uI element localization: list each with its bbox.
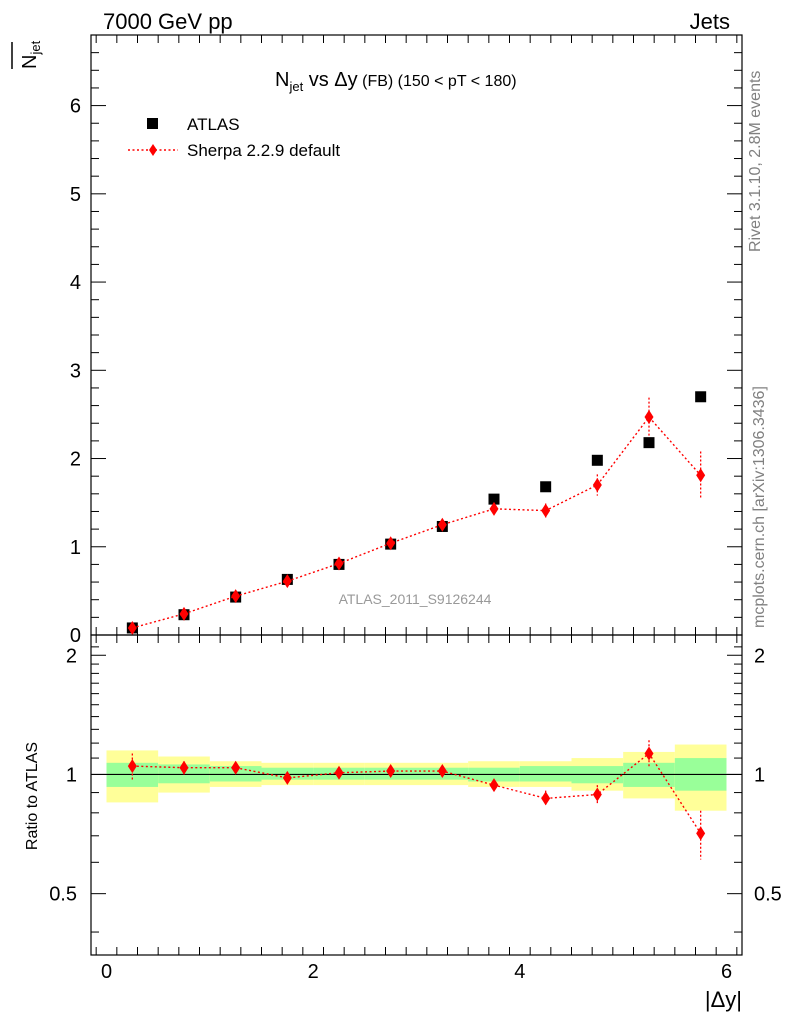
main-y-axis-label: Njet [11,40,43,69]
main-y-tick-label: 4 [70,272,81,294]
sherpa-ratio-marker [489,778,499,793]
atlas-marker [540,481,552,493]
main-y-tick-label: 3 [70,360,81,382]
ratio-bands [106,744,727,811]
category-label: Jets [690,9,730,34]
ratio-y-tick-label-right: 0.5 [754,884,782,906]
x-tick-label: 2 [308,961,319,983]
legend-sherpa-marker [149,144,157,156]
main-y-ticks: 0 1 2 3 4 5 6 [70,52,742,647]
atlas-marker [591,454,603,466]
sherpa-marker [592,478,602,492]
analysis-watermark: ATLAS_2011_S9126244 [339,591,492,607]
ratio-y-axis-label: Ratio to ATLAS [24,742,41,850]
sherpa-marker [489,501,499,516]
sherpa-marker [127,620,137,635]
legend: ATLAS Sherpa 2.2.9 default [128,115,340,160]
atlas-marker [695,391,707,403]
ratio-plot-frame [90,634,743,956]
sherpa-line [132,415,702,629]
main-y-tick-label: 1 [70,537,81,559]
main-y-tick-label: 6 [70,96,81,118]
atlas-marker [643,437,655,449]
sherpa-marker [334,556,344,571]
x-axis-label: |Δy| [705,987,742,1012]
rivet-label: Rivet 3.1.10, 2.8M events [747,71,764,252]
main-plot-title: Njet vs Δy (FB) (150 < pT < 180) [275,69,517,94]
ratio-y-tick-label: 2 [66,645,77,667]
ratio-y-tick-label: 1 [66,764,77,786]
legend-atlas-marker [147,118,158,129]
x-tick-label: 6 [721,961,732,983]
x-tick-label: 4 [514,961,525,983]
main-y-tick-label: 2 [70,449,81,471]
svg-text:Njet: Njet [19,40,43,69]
energy-label: 7000 GeV pp [103,9,233,34]
ratio-y-tick-label-right: 1 [754,764,765,786]
mcplots-label: mcplots.cern.ch [arXiv:1306.3436] [751,386,768,628]
legend-atlas-label: ATLAS [187,115,240,134]
main-x-ticks [95,35,738,635]
main-y-tick-label: 0 [70,625,81,647]
sherpa-ratio-marker [334,765,344,780]
sherpa-ratio-marker [696,826,706,841]
legend-sherpa-label: Sherpa 2.2.9 default [187,141,340,160]
sherpa-ratio-marker [179,760,189,775]
atlas-marker [488,493,500,505]
main-data-layer [126,391,707,635]
sherpa-ratio-marker [282,770,292,785]
ratio-y-ticks: 0.5 0.5 1 1 2 2 [49,645,782,933]
sherpa-ratio-marker [127,759,137,774]
sherpa-marker [231,589,241,604]
x-tick-label: 0 [101,961,112,983]
sherpa-marker [541,503,551,518]
sherpa-marker [437,517,447,532]
sherpa-marker [644,410,654,425]
sherpa-ratio-marker [231,760,241,775]
ratio-y-tick-label: 0.5 [49,884,77,906]
ratio-data-layer [127,740,706,860]
sherpa-ratio-marker [386,764,396,779]
sherpa-marker [179,606,189,621]
sherpa-marker [282,574,292,589]
sherpa-ratio-marker [541,791,551,806]
sherpa-marker [696,468,706,483]
ratio-x-ticks: 0 2 4 6 [95,635,738,983]
ratio-band-inner [519,766,572,782]
sherpa-ratio-marker [437,764,447,779]
sherpa-ratio-marker [644,746,654,761]
sherpa-ratio-marker [592,787,602,802]
sherpa-ratio-line [132,752,702,834]
main-y-tick-label: 5 [70,184,81,206]
ratio-y-tick-label-right: 2 [754,645,765,667]
sherpa-marker [386,536,396,551]
